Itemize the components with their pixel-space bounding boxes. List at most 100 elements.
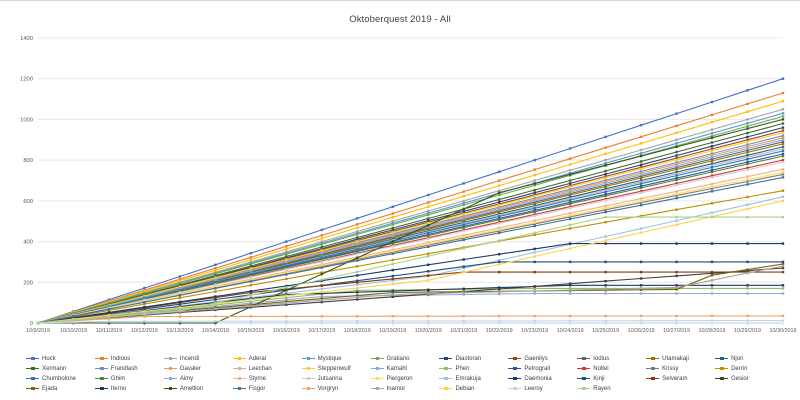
- series-marker: [639, 186, 643, 190]
- series-marker: [710, 274, 714, 277]
- legend-label: Gavaler: [179, 365, 201, 372]
- series-marker: [746, 168, 749, 171]
- series-marker: [107, 320, 111, 323]
- legend-label: Ejada: [42, 385, 58, 392]
- series-marker: [214, 267, 217, 270]
- series-marker: [356, 283, 359, 286]
- series-marker: [639, 175, 643, 178]
- series-marker: [356, 245, 359, 248]
- series-marker: [391, 223, 394, 226]
- legend-item: Debian: [439, 384, 506, 393]
- series-marker: [249, 320, 253, 323]
- series-marker: [710, 260, 714, 264]
- series-marker: [639, 124, 643, 127]
- series-marker: [462, 291, 465, 294]
- legend-item: Diastoran: [439, 354, 506, 363]
- series-marker: [675, 215, 678, 219]
- series-marker: [568, 214, 572, 217]
- series-marker: [498, 202, 501, 206]
- series-marker: [781, 91, 785, 95]
- legend-item: Inamor: [370, 384, 438, 393]
- series-marker: [675, 138, 678, 141]
- series-marker: [498, 179, 501, 182]
- series-marker: [533, 285, 536, 288]
- legend-marker-icon: [577, 376, 591, 381]
- series-marker: [391, 205, 394, 208]
- series-line: [37, 100, 784, 324]
- legend-label: Kinji: [593, 375, 605, 382]
- series-marker: [178, 283, 182, 287]
- series-marker: [249, 256, 253, 259]
- series-marker: [320, 264, 323, 267]
- series-marker: [568, 215, 572, 219]
- series-marker: [710, 100, 714, 104]
- series-marker: [391, 236, 394, 239]
- legend-item: Njori: [715, 354, 782, 363]
- series-marker: [285, 320, 288, 323]
- series-marker: [427, 209, 430, 213]
- legend-label: Fisgor: [248, 385, 266, 392]
- series-marker: [320, 249, 323, 252]
- series-marker: [249, 267, 253, 270]
- x-axis-tick-label: 10/27/2019: [663, 328, 690, 334]
- series-marker: [427, 225, 430, 229]
- series-marker: [391, 212, 394, 215]
- legend-label: Iterno: [110, 385, 127, 392]
- series-marker: [710, 149, 714, 152]
- legend: Huck Indious Incendi Aderal Mystique Gratiano…: [26, 354, 782, 393]
- x-axis-tick-label: 10/24/2019: [557, 328, 584, 334]
- legend-marker-icon: [646, 366, 660, 371]
- x-axis-tick-label: 10/11/2019: [96, 328, 123, 334]
- series-marker: [533, 224, 536, 228]
- legend-label: Phen: [455, 365, 470, 372]
- series-line: [37, 320, 783, 324]
- series-marker: [604, 319, 607, 322]
- series-marker: [568, 287, 572, 290]
- series-marker: [427, 279, 430, 282]
- series-marker: [320, 319, 323, 323]
- legend-marker-icon: [94, 386, 108, 391]
- series-marker: [356, 217, 359, 220]
- series-marker: [746, 292, 749, 295]
- series-marker: [604, 215, 607, 219]
- series-marker: [604, 242, 607, 245]
- series-marker: [568, 227, 572, 230]
- y-axis-tick-label: 200: [23, 280, 33, 286]
- series-marker: [781, 147, 785, 151]
- series-marker: [498, 210, 501, 214]
- series-marker: [533, 191, 536, 194]
- series-marker: [604, 172, 607, 176]
- legend-item: Leeroy: [508, 384, 575, 393]
- legend-marker-icon: [577, 386, 591, 391]
- series-marker: [427, 193, 430, 197]
- series-marker: [72, 321, 75, 324]
- series-marker: [214, 274, 217, 277]
- series-marker: [675, 197, 678, 200]
- series-marker: [781, 108, 785, 111]
- legend-item: Gavaler: [163, 364, 231, 373]
- legend-item: Leechan: [232, 364, 300, 373]
- legend-label: Kamahl: [386, 365, 407, 372]
- series-marker: [285, 298, 288, 301]
- series-marker: [462, 219, 465, 222]
- series-marker: [498, 218, 501, 221]
- series-marker: [391, 234, 394, 237]
- series-marker: [781, 264, 785, 268]
- series-marker: [604, 207, 607, 210]
- legend-item: Indious: [94, 354, 162, 363]
- series-marker: [427, 231, 430, 235]
- series-marker: [214, 283, 217, 286]
- series-marker: [462, 258, 465, 261]
- y-axis-tick-label: 1000: [20, 117, 33, 123]
- series-marker: [533, 251, 536, 254]
- series-marker: [604, 190, 607, 194]
- series-marker: [498, 217, 501, 220]
- series-marker: [710, 270, 714, 274]
- series-marker: [746, 215, 749, 219]
- series-marker: [391, 226, 394, 230]
- legend-marker-icon: [439, 356, 453, 361]
- series-marker: [533, 194, 536, 198]
- series-marker: [498, 319, 501, 323]
- series-marker: [568, 196, 572, 199]
- series-marker: [781, 77, 785, 80]
